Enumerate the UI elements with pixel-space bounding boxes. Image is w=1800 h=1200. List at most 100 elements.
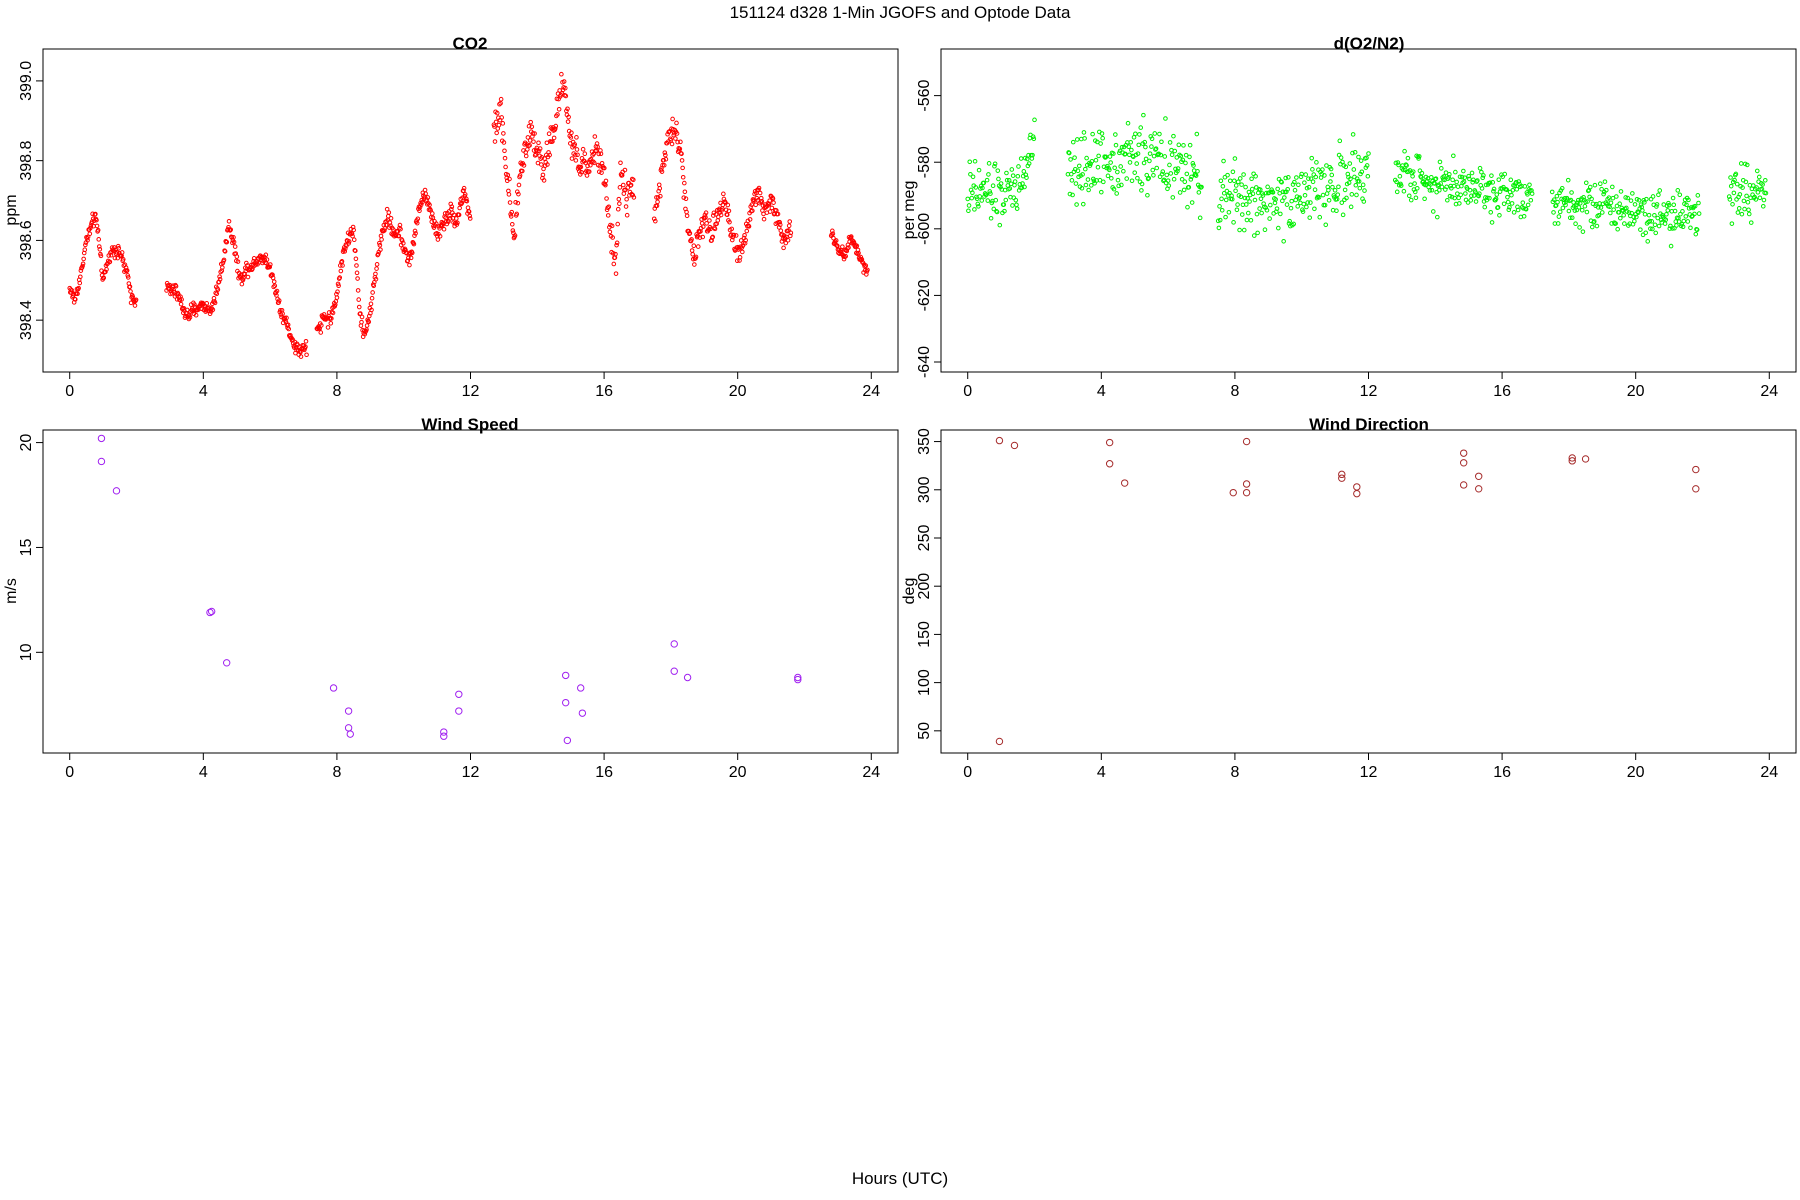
y-axis-label-wdir: deg <box>901 578 918 605</box>
data-point <box>1473 189 1478 195</box>
data-point <box>398 226 403 232</box>
data-point <box>366 319 372 325</box>
data-point <box>285 322 291 328</box>
data-point <box>349 231 355 236</box>
data-point <box>493 119 499 125</box>
data-point <box>97 434 106 443</box>
data-point <box>1320 167 1325 172</box>
data-point <box>1186 184 1192 190</box>
data-point <box>599 170 604 175</box>
data-point <box>747 217 753 222</box>
data-point <box>726 208 732 214</box>
data-point <box>235 259 241 264</box>
data-point <box>274 288 280 294</box>
data-point <box>1576 205 1582 210</box>
data-point <box>740 249 745 255</box>
plot-frame-wdir <box>940 429 1797 754</box>
data-point <box>1068 171 1074 177</box>
data-point <box>1141 112 1146 118</box>
data-point <box>979 198 985 203</box>
data-point <box>364 323 370 328</box>
data-point <box>355 276 360 281</box>
data-point <box>354 263 359 268</box>
data-point <box>1147 158 1152 164</box>
data-point <box>1233 188 1238 194</box>
data-point <box>1171 176 1177 182</box>
data-point <box>1582 203 1588 209</box>
data-point <box>193 312 199 318</box>
data-point <box>1435 214 1440 220</box>
data-point <box>1285 186 1290 192</box>
data-point <box>321 312 327 317</box>
data-point <box>1128 139 1133 145</box>
y-tick-label: 398.4 <box>18 300 35 340</box>
data-point <box>1300 209 1306 214</box>
data-point <box>303 339 309 344</box>
data-point <box>1144 172 1150 178</box>
data-point <box>1081 130 1087 135</box>
data-point <box>1267 216 1272 221</box>
data-point <box>1026 161 1032 166</box>
data-point <box>609 223 615 229</box>
data-point <box>1123 151 1128 157</box>
data-point <box>1069 178 1075 183</box>
data-point <box>1181 187 1187 193</box>
data-point <box>1446 174 1451 180</box>
panel-wdir: Wind Direction deg 0 4 8 12 16 20 24 50 100 150 20… <box>901 415 1797 781</box>
x-tick-label: 16 <box>1493 764 1511 781</box>
data-point <box>107 259 113 265</box>
data-point <box>1654 202 1660 207</box>
data-point <box>244 260 249 266</box>
data-point <box>1418 175 1424 180</box>
data-point <box>1075 168 1081 173</box>
data-point <box>239 281 245 287</box>
panel-title-wdir: Wind Direction <box>1309 415 1429 434</box>
data-point <box>1189 174 1194 180</box>
data-point <box>1501 201 1507 207</box>
data-point <box>178 301 184 307</box>
data-point <box>1454 179 1459 185</box>
data-point <box>187 315 193 320</box>
data-point <box>1630 191 1635 196</box>
data-point <box>679 151 684 157</box>
data-point <box>1404 163 1409 168</box>
data-point <box>1509 201 1515 206</box>
data-point <box>358 311 363 316</box>
data-point <box>565 119 571 124</box>
data-point <box>1030 134 1036 140</box>
data-point <box>344 724 353 732</box>
data-point <box>1279 179 1284 185</box>
data-point <box>263 252 269 258</box>
data-point <box>1245 210 1251 216</box>
data-point <box>412 233 417 238</box>
data-point <box>356 304 362 310</box>
data-point <box>742 240 748 246</box>
data-point <box>101 275 107 281</box>
data-point <box>615 221 621 227</box>
data-point <box>663 152 668 158</box>
data-point <box>1569 190 1574 195</box>
data-point <box>1760 203 1766 209</box>
data-point <box>1551 210 1556 215</box>
data-point <box>1175 166 1181 171</box>
data-point <box>1242 195 1248 201</box>
data-point <box>1650 194 1656 199</box>
data-point <box>767 209 773 214</box>
data-point <box>1326 187 1331 193</box>
data-point <box>977 194 983 199</box>
data-point <box>1693 231 1699 237</box>
data-point <box>1611 207 1616 212</box>
data-point <box>97 457 106 466</box>
x-tick-label: 12 <box>462 764 480 781</box>
data-point <box>756 185 762 191</box>
data-point <box>1219 208 1225 213</box>
data-point <box>1257 206 1262 211</box>
data-point <box>1019 185 1025 191</box>
data-point <box>1502 171 1508 177</box>
y-tick-label: 50 <box>916 722 933 740</box>
data-point <box>427 202 432 208</box>
data-point <box>1302 180 1307 185</box>
data-point <box>232 244 238 249</box>
data-point <box>1365 173 1371 179</box>
data-point <box>617 201 622 206</box>
